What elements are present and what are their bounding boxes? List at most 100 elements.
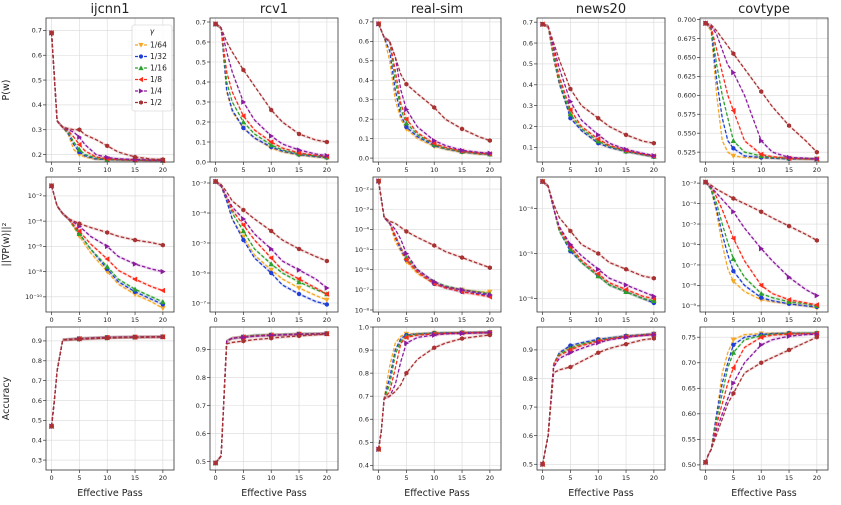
x-tick-label: 20 — [813, 474, 821, 482]
data-point — [568, 98, 574, 105]
data-point — [269, 228, 274, 234]
y-tick-label: 0.8 — [32, 357, 42, 365]
data-point — [240, 119, 247, 125]
data-point — [567, 246, 574, 252]
data-point — [758, 282, 764, 289]
y-tick-label: 0.7 — [523, 403, 533, 411]
x-tick-label: 10 — [594, 166, 602, 174]
y-tick-label: 0.6 — [32, 397, 42, 405]
y-tick-label: 10⁻⁵ — [519, 250, 534, 258]
data-point — [759, 138, 764, 144]
data-point — [104, 256, 110, 262]
y-tick-label: 0.675 — [677, 35, 696, 43]
y-tick-label: 0.6 — [523, 432, 533, 440]
data-point — [568, 343, 573, 348]
data-point — [376, 446, 381, 452]
data-point — [568, 364, 573, 370]
x-tick-label: 10 — [103, 316, 111, 324]
data-point — [76, 146, 83, 152]
subplot-news20-row0: 0 5 10 15 20 0.1 0.2 0.3 0.4 0.5 0.6 0.7 news20 — [523, 2, 666, 174]
y-tick-label: 10⁻⁷ — [682, 261, 697, 269]
data-point — [77, 221, 82, 227]
series-line-1/16 — [542, 23, 654, 158]
x-tick-label: 15 — [131, 166, 139, 174]
plot-frame — [372, 17, 502, 163]
x-tick-label: 10 — [594, 474, 602, 482]
series-band-1/16 — [542, 179, 654, 303]
x-axis-label: Effective Pass — [404, 488, 470, 499]
series-line-1/2 — [50, 336, 163, 427]
subplot-news20-row1: 0 5 10 15 20 10⁻⁴ 10⁻⁵ 10⁻⁶ — [519, 176, 666, 324]
y-tick-label: 0.1 — [359, 135, 369, 143]
data-point — [759, 342, 764, 348]
data-point — [786, 154, 792, 161]
plot-frame — [699, 17, 829, 163]
series-line-1/8 — [705, 181, 817, 306]
data-point — [731, 209, 737, 215]
x-tick-label: 15 — [458, 166, 466, 174]
series-line-1/2 — [541, 337, 654, 465]
data-point — [160, 268, 166, 275]
subplot-rcv1-row2: 0 5 10 15 20 0.5 0.6 0.7 0.8 0.9 Effective Pass — [196, 326, 339, 499]
y-tick-label: 10⁻⁶ — [28, 243, 43, 251]
data-point — [240, 228, 247, 234]
series-line-1/4 — [377, 23, 490, 154]
data-point — [814, 302, 820, 308]
x-tick-label: 0 — [703, 166, 707, 174]
data-point — [49, 423, 54, 429]
column-title: real-sim — [411, 2, 463, 17]
data-point — [758, 334, 764, 340]
y-tick-label: 10⁻⁵ — [682, 220, 697, 228]
data-point — [105, 230, 110, 235]
data-point — [786, 296, 792, 303]
x-tick-label: 5 — [77, 474, 81, 482]
subplot-real-sim-row0: 0 5 10 15 20 0.0 0.1 0.2 0.3 0.4 0.5 0.6 0.7 real-sim — [359, 2, 502, 174]
series-line-1/2 — [542, 180, 654, 279]
data-point — [731, 390, 736, 396]
data-point — [404, 370, 409, 376]
y-tick-label: 0.1 — [523, 144, 533, 152]
plot-frame — [536, 17, 666, 163]
data-point — [786, 333, 792, 339]
data-point — [160, 334, 165, 340]
plot-frame — [372, 176, 502, 313]
data-point — [730, 349, 737, 355]
data-point — [596, 339, 601, 346]
data-point — [487, 150, 493, 156]
data-point — [487, 292, 493, 298]
data-point — [567, 107, 573, 113]
data-point — [269, 107, 274, 113]
data-point — [487, 332, 492, 338]
data-point — [540, 21, 545, 27]
y-tick-label: 0.4 — [359, 77, 369, 85]
subplot-ijcnn1-row1: 0 5 10 15 20 10⁻² 10⁻⁴ 10⁻⁶ 10⁻⁸ 10⁻¹⁰ ||∇P(w)||² — [1, 176, 175, 324]
data-point — [105, 335, 110, 341]
data-point — [403, 256, 409, 263]
plot-frame — [209, 326, 339, 471]
y-tick-label: 10⁻⁵ — [192, 239, 207, 247]
data-point — [459, 330, 465, 337]
data-point — [703, 20, 708, 26]
legend-marker — [139, 100, 143, 105]
y-tick-label: 0.600 — [677, 92, 696, 100]
data-point — [786, 223, 792, 229]
x-tick-label: 0 — [540, 474, 544, 482]
y-tick-label: 0.7 — [32, 377, 42, 385]
data-point — [459, 126, 465, 132]
subplot-covtype-row1: 0 5 10 15 20 10⁻³ 10⁻⁴ 10⁻⁵ 10⁻⁶ 10⁻⁷ 10⁻⁸ 10⁻⁹ — [682, 176, 829, 324]
series-line-1/8 — [705, 22, 817, 160]
y-tick-label: 10⁻² — [28, 192, 43, 200]
data-point — [296, 150, 302, 156]
series-line-1/4 — [215, 23, 327, 157]
y-tick-label: 10⁻⁸ — [682, 282, 697, 290]
subplot-covtype-row0: 0 5 10 15 20 0.525 0.550 0.575 0.600 0.625 0.650 0.… — [677, 2, 829, 174]
data-point — [404, 228, 409, 234]
data-point — [758, 290, 764, 296]
y-tick-label: 10⁻⁵ — [355, 246, 370, 254]
y-tick-label: 0.550 — [677, 130, 696, 138]
legend-marker — [138, 54, 144, 59]
x-tick-label: 0 — [376, 474, 380, 482]
x-tick-label: 20 — [486, 166, 494, 174]
series-line-1/4 — [542, 23, 655, 157]
subplot-real-sim-row1: 0 5 10 15 20 10⁻² 10⁻³ 10⁻⁴ 10⁻⁵ 10⁻⁶ 10⁻⁷ 10⁻⁸ — [355, 176, 502, 324]
